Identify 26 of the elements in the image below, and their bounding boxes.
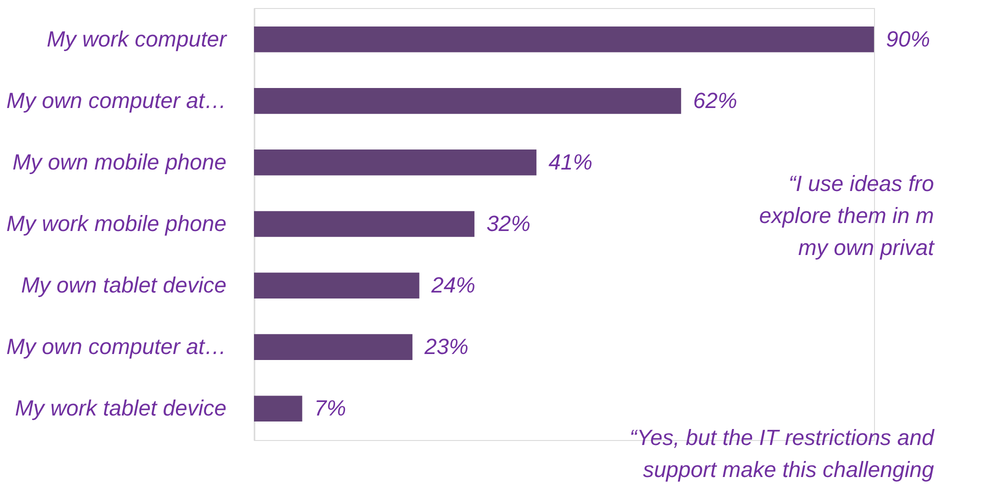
- y-tick-label: My own tablet device: [21, 272, 226, 298]
- y-tick-label: My work computer: [46, 26, 228, 52]
- bar: [254, 150, 536, 176]
- data-label: 32%: [486, 211, 530, 236]
- y-tick-label: My work tablet device: [14, 396, 226, 421]
- y-tick-label: My own computer at…: [6, 334, 226, 360]
- bar: [254, 272, 420, 298]
- data-label: 41%: [548, 149, 592, 174]
- data-label: 23%: [423, 334, 468, 360]
- data-label: 24%: [430, 272, 476, 298]
- bar: [254, 88, 682, 114]
- data-label: 62%: [693, 88, 738, 113]
- bar: [254, 211, 474, 237]
- data-label: 7%: [314, 396, 346, 421]
- data-label: 90%: [886, 26, 930, 52]
- annotation: my own privat: [798, 235, 935, 260]
- annotation: “Yes, but the IT restrictions and: [630, 425, 935, 450]
- y-tick-label: My work mobile phone: [6, 211, 226, 236]
- bar: [254, 334, 412, 360]
- bar: [254, 26, 874, 52]
- y-tick-label: My own computer at…: [6, 88, 226, 113]
- bar: [254, 396, 302, 422]
- annotation: explore them in m: [759, 203, 934, 228]
- annotation: “I use ideas fro: [788, 171, 934, 196]
- y-tick-label: My own mobile phone: [12, 149, 226, 174]
- text: support make this challenging: [642, 457, 935, 482]
